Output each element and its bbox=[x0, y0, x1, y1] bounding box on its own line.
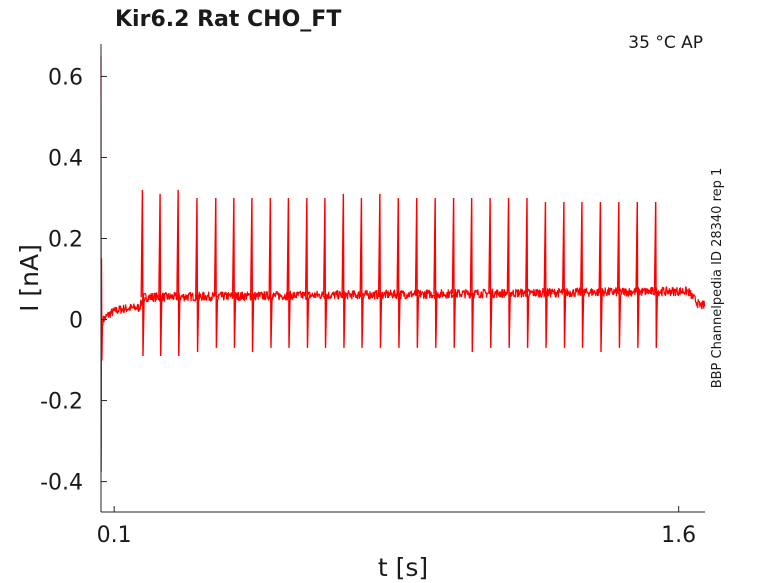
spike-10 bbox=[304, 197, 311, 348]
spike-14 bbox=[377, 193, 384, 348]
spike-28 bbox=[635, 202, 641, 348]
spike-17 bbox=[433, 197, 439, 348]
x-axis-label: t [s] bbox=[378, 553, 428, 582]
spike-marks bbox=[140, 189, 660, 357]
channelpedia-id-label: BBP Channelpedia ID 28340 rep 1 bbox=[710, 168, 725, 389]
spike-13 bbox=[359, 197, 366, 348]
spike-7 bbox=[250, 197, 256, 352]
spike-1 bbox=[140, 189, 147, 357]
condition-label: 35 °C AP bbox=[628, 33, 703, 53]
spike-15 bbox=[396, 197, 402, 348]
y-tick-label: -0.2 bbox=[40, 390, 83, 415]
plot-area bbox=[100, 56, 706, 473]
spike-27 bbox=[616, 202, 623, 348]
x-tick-label: 0.1 bbox=[97, 523, 132, 548]
spike-29 bbox=[653, 202, 660, 348]
y-tick-label: -0.4 bbox=[40, 471, 83, 496]
y-tick-label: 0.2 bbox=[48, 227, 83, 252]
spike-19 bbox=[469, 197, 476, 352]
y-axis-label: I [nA] bbox=[15, 244, 44, 312]
spike-25 bbox=[580, 202, 586, 348]
spike-21 bbox=[506, 197, 513, 348]
y-tick-label: 0.4 bbox=[48, 146, 83, 171]
spike-12 bbox=[341, 193, 348, 348]
spike-6 bbox=[231, 197, 238, 348]
y-tick-label: 0 bbox=[69, 309, 83, 334]
y-tick-group: 0.6 0.4 0.2 0 -0.2 -0.4 bbox=[40, 65, 107, 496]
spike-23 bbox=[543, 202, 550, 348]
y-tick-label: 0.6 bbox=[48, 65, 83, 90]
spike-3 bbox=[176, 189, 182, 357]
spike-11 bbox=[323, 197, 329, 348]
spike-24 bbox=[561, 202, 568, 348]
current-trace-line bbox=[100, 56, 706, 473]
spike-26 bbox=[598, 202, 605, 352]
spike-2 bbox=[158, 193, 164, 357]
spike-22 bbox=[525, 197, 531, 348]
spike-9 bbox=[286, 197, 293, 348]
x-tick-label: 1.6 bbox=[661, 523, 696, 548]
spike-5 bbox=[213, 197, 220, 348]
x-tick-group: 0.1 1.6 bbox=[97, 506, 696, 548]
spike-8 bbox=[268, 197, 275, 348]
spike-18 bbox=[451, 197, 458, 348]
chart-title: Kir6.2 Rat CHO_FT bbox=[115, 7, 341, 32]
spike-16 bbox=[414, 197, 421, 348]
spike-4 bbox=[195, 197, 201, 352]
spike-20 bbox=[488, 197, 494, 348]
